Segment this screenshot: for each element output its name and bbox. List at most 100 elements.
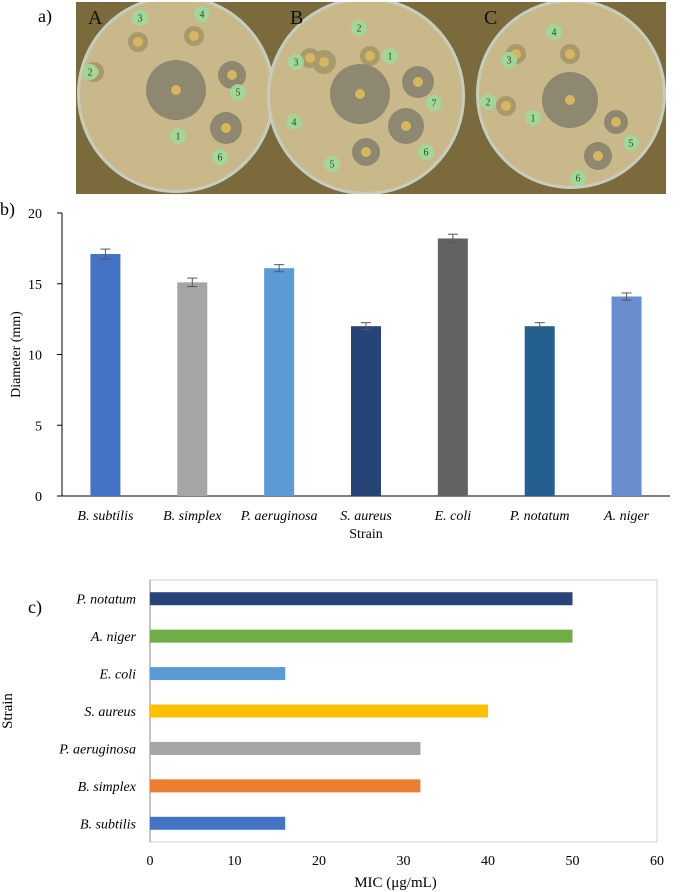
antibiotic-disc <box>413 77 423 87</box>
y-axis-title: Diameter (mm) <box>9 311 24 398</box>
antibiotic-disc <box>189 31 199 41</box>
antibiotic-disc <box>221 123 231 133</box>
disc-number-label: 5 <box>629 139 634 150</box>
bar <box>150 779 421 793</box>
y-tick-label: P. notatum <box>75 593 136 608</box>
y-tick-label: 10 <box>28 349 42 364</box>
disc-number-tag <box>418 144 434 160</box>
disc-number-label: 3 <box>138 14 143 25</box>
panel-b-label: b) <box>0 199 15 219</box>
bar <box>150 741 421 755</box>
diameter-bar-chart: 0 5 10 15 20 B. subtilis B. simplex P. aerugino… <box>9 207 670 542</box>
disc-number-label: 7 <box>432 99 437 110</box>
x-tick-label: S. aureus <box>340 509 392 524</box>
antibiotic-disc <box>365 51 375 61</box>
x-tick-label: B. simplex <box>163 509 222 524</box>
disc-number-label: 3 <box>507 56 512 67</box>
disc-number-label: 5 <box>236 88 241 99</box>
bar <box>150 629 573 643</box>
antibiotic-disc <box>565 49 575 59</box>
x-axis-title: Strain <box>349 527 382 542</box>
disc-number-tag <box>623 135 639 151</box>
disc-number-tag <box>501 52 517 68</box>
antibiotic-disc <box>171 85 181 95</box>
disc-number-tag <box>288 54 304 70</box>
antibiotic-disc <box>319 57 329 67</box>
disc-number-label: 4 <box>292 118 297 129</box>
x-tick-label: B. subtilis <box>77 509 134 524</box>
y-tick-label: 20 <box>28 207 42 222</box>
x-tick-label: 0 <box>147 854 154 869</box>
disc-number-tag <box>570 170 586 186</box>
panel-a-label: a) <box>38 6 52 26</box>
antibiotic-disc <box>133 37 143 47</box>
disc-number-label: 2 <box>486 98 491 109</box>
bar <box>150 592 573 606</box>
y-tick-label: B. simplex <box>78 780 137 795</box>
x-tick-label: P. aeruginosa <box>240 509 318 524</box>
antibiotic-disc <box>501 101 511 111</box>
plate-label: C <box>484 7 497 29</box>
y-tick-label: A. niger <box>90 630 137 645</box>
disc-number-label: 4 <box>200 10 205 21</box>
disc-number-tag <box>382 48 398 64</box>
y-tick-label: 0 <box>35 490 42 505</box>
y-tick-label: 15 <box>28 278 42 293</box>
antibiotic-disc <box>611 117 621 127</box>
petri-dish-photo: 3 4 2 5 1 6 A 2 1 3 7 4 6 5 B 4 3 2 1 5 6 C <box>76 2 666 194</box>
x-tick-label: A. niger <box>603 509 650 524</box>
disc-number-tag <box>194 6 210 22</box>
x-tick-label: 20 <box>312 854 326 869</box>
antibiotic-disc <box>227 70 237 80</box>
disc-number-tag <box>351 20 367 36</box>
disc-number-label: 6 <box>218 153 223 164</box>
bar <box>150 667 286 681</box>
disc-number-label: 6 <box>424 148 429 159</box>
disc-number-tag <box>82 64 98 80</box>
y-tick-label: B. subtilis <box>80 817 137 832</box>
x-tick-label: P. notatum <box>509 509 570 524</box>
y-tick-label: P. aeruginosa <box>58 742 136 757</box>
plate-label: A <box>88 7 103 29</box>
bar <box>150 704 488 718</box>
disc-number-label: 6 <box>576 174 581 185</box>
y-tick-label: S. aureus <box>84 705 136 720</box>
antibiotic-disc <box>305 53 315 63</box>
x-tick-label: 30 <box>397 854 411 869</box>
x-axis-title: MIC (μg/mL) <box>354 875 437 891</box>
disc-number-tag <box>286 114 302 130</box>
x-tick-label: 40 <box>481 854 495 869</box>
bar <box>150 816 286 830</box>
disc-number-tag <box>230 84 246 100</box>
disc-number-tag <box>546 24 562 40</box>
x-tick-label: 50 <box>566 854 580 869</box>
mic-bar-chart: P. notatum A. niger E. coli S. aureus P. aer… <box>0 579 664 891</box>
disc-number-tag <box>480 94 496 110</box>
x-tick-label: 60 <box>650 854 664 869</box>
disc-number-label: 5 <box>330 160 335 171</box>
bar <box>524 326 555 496</box>
disc-number-label: 1 <box>388 52 393 63</box>
disc-number-label: 2 <box>88 68 93 79</box>
disc-number-tag <box>525 110 541 126</box>
bar <box>611 296 642 496</box>
disc-number-label: 2 <box>357 24 362 35</box>
bar <box>264 268 295 496</box>
panel-c-label: c) <box>28 597 42 617</box>
disc-number-label: 3 <box>294 58 299 69</box>
disc-number-label: 1 <box>531 114 536 125</box>
disc-number-tag <box>426 95 442 111</box>
disc-number-label: 4 <box>552 28 557 39</box>
x-tick-label: E. coli <box>434 509 472 524</box>
disc-number-tag <box>324 156 340 172</box>
bar <box>351 326 381 496</box>
antibiotic-disc <box>565 95 575 105</box>
disc-number-tag <box>132 10 148 26</box>
disc-number-tag <box>170 128 186 144</box>
x-tick-label: 10 <box>228 854 242 869</box>
antibiotic-disc <box>361 147 371 157</box>
antibiotic-disc <box>401 121 411 131</box>
plate-label: B <box>290 7 303 29</box>
bar <box>90 254 121 496</box>
antibiotic-disc <box>355 89 365 99</box>
